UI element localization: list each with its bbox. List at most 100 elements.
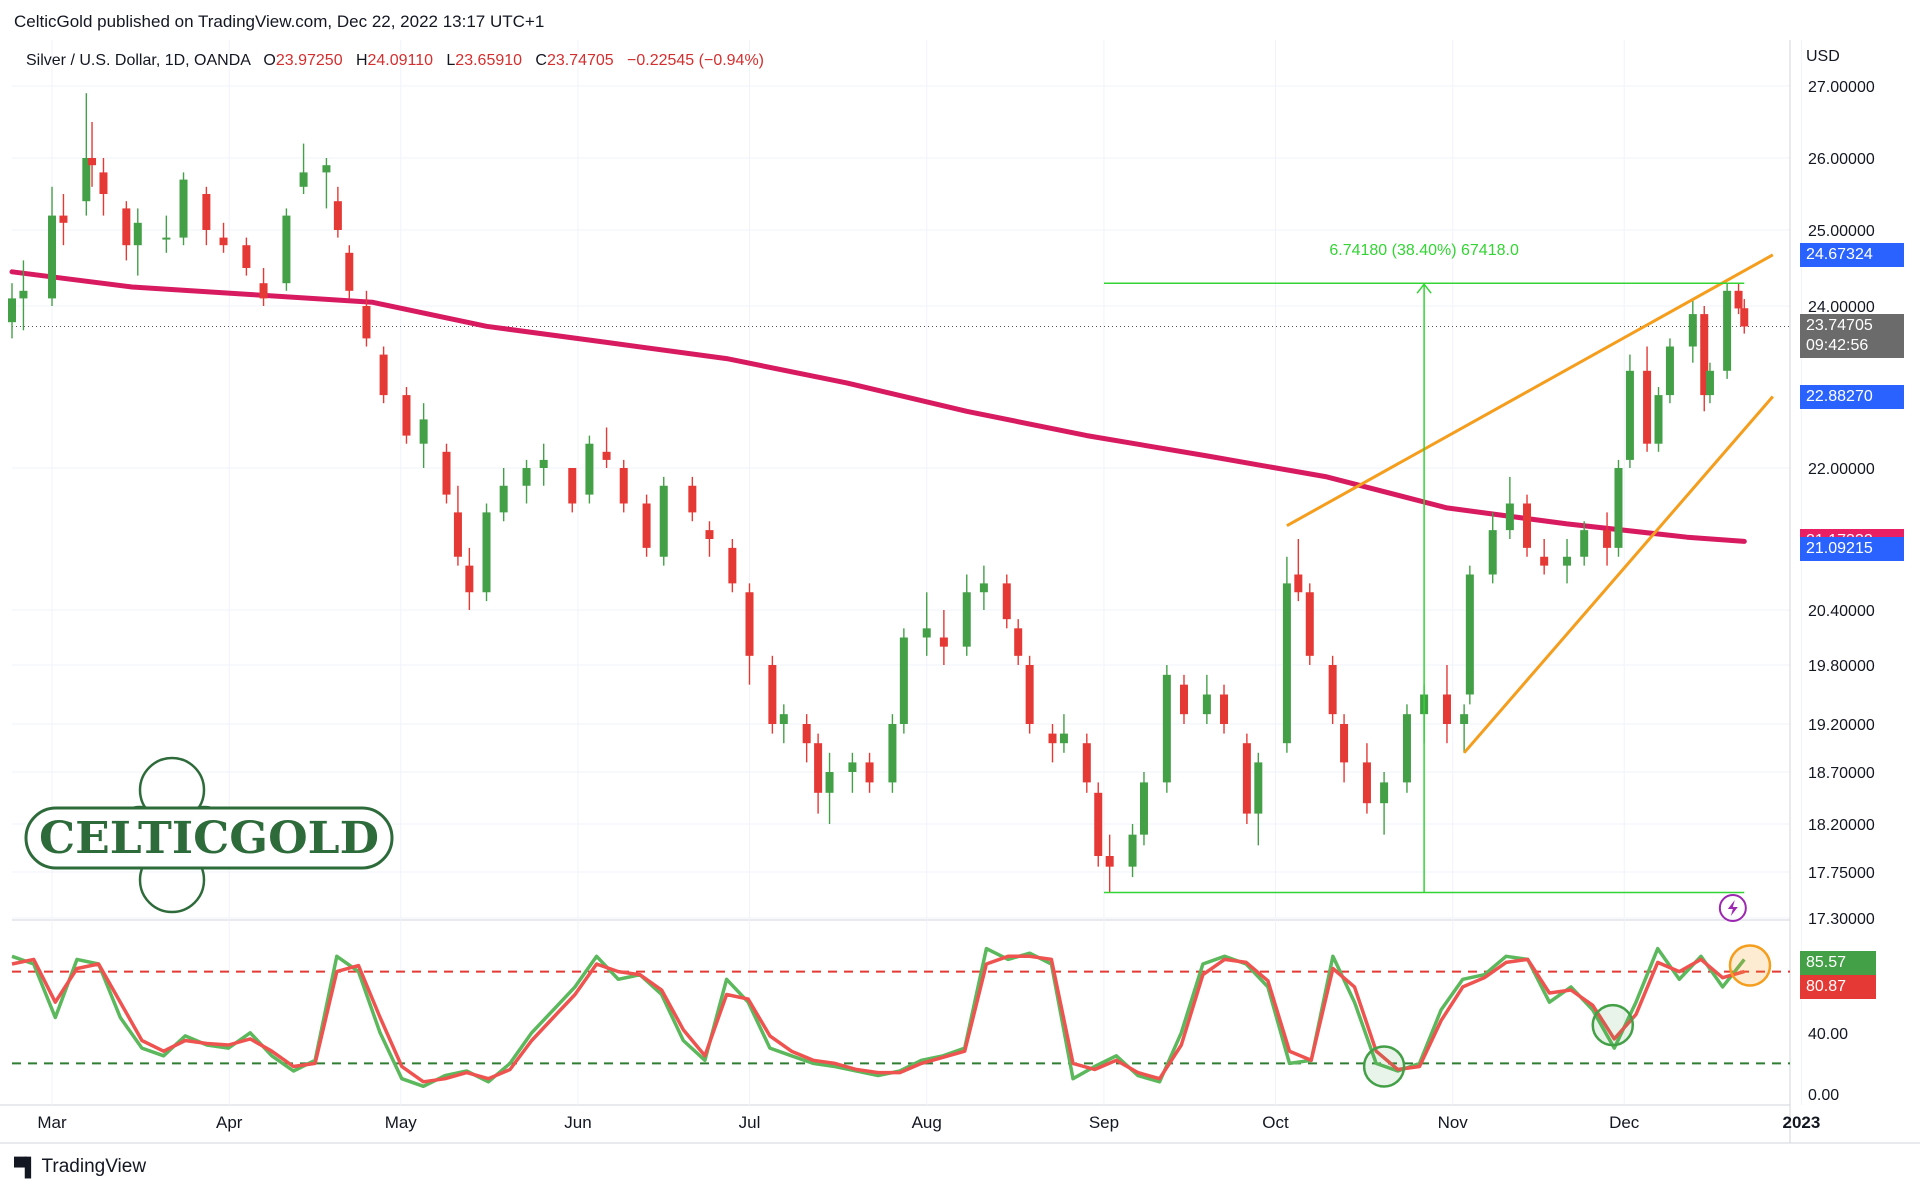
candle-body [768, 665, 777, 724]
price-tag: 22.88270 [1800, 384, 1904, 409]
candle-body [1162, 674, 1171, 783]
candle-body [162, 237, 171, 240]
candle-body [82, 158, 91, 202]
candle-body [779, 714, 788, 724]
price-axis-tick: 27.00000 [1808, 79, 1875, 96]
ma-200-line [9, 269, 1747, 544]
price-axis-tick: 17.75000 [1808, 865, 1875, 882]
overbought-signal-circle [1728, 944, 1772, 987]
candle-body [899, 637, 908, 724]
candle-body [1540, 556, 1549, 566]
candle-body [1242, 743, 1251, 814]
candle-body [865, 762, 874, 783]
stoch-k-line [11, 946, 1746, 1089]
osc-value-tag: 85.57 [1800, 951, 1876, 976]
candle-body [848, 762, 857, 772]
candle-body [1705, 370, 1714, 396]
candle-body [1460, 714, 1469, 724]
grid-lines [0, 40, 1920, 1144]
stoch-d-line [11, 954, 1745, 1084]
tradingview-footer[interactable]: ▀▌ TradingView [14, 1156, 146, 1178]
candle-body [333, 201, 342, 230]
candle-body [1014, 628, 1023, 656]
candle-body [88, 158, 97, 166]
time-axis-label: Sep [1089, 1113, 1119, 1132]
price-axis-tick: 26.00000 [1808, 151, 1875, 168]
annotations: 6.74180 (38.40%) 67418.0 CELTICGOLD [24, 242, 1774, 922]
candle-body [379, 354, 388, 396]
candle-body [705, 530, 714, 539]
time-axis-label: Dec [1609, 1113, 1640, 1132]
time-axis-label: Aug [912, 1113, 942, 1132]
price-axis-tick: 19.80000 [1808, 658, 1875, 675]
candle-body [979, 583, 988, 593]
candle-body [453, 512, 462, 557]
low-label: L [446, 52, 456, 69]
candle-body [1025, 665, 1034, 724]
candle-body [1665, 346, 1674, 396]
celticgold-logo: CELTICGOLD [24, 756, 394, 914]
candle-body [1179, 684, 1188, 715]
candle-body [259, 283, 268, 299]
lightning-bolt-icon [1727, 900, 1738, 916]
candle-body [1700, 314, 1709, 396]
candle-body [1505, 503, 1514, 531]
published-header: CelticGold published on TradingView.com,… [14, 12, 545, 31]
candle-body [728, 547, 737, 584]
candle-body [585, 443, 594, 495]
candle-body [1220, 694, 1229, 724]
candle-body [962, 592, 971, 647]
candle-body [568, 468, 577, 504]
candle-body [1603, 530, 1612, 548]
price-tag: 24.67324 [1800, 242, 1904, 267]
candle-body [1128, 834, 1137, 867]
candle-body [48, 215, 57, 299]
price-axis-tick: 22.00000 [1808, 461, 1875, 478]
time-axis-label: Mar [37, 1113, 67, 1132]
open-label: O [263, 52, 276, 69]
candle-body [888, 724, 897, 783]
price-axis-tick: 20.40000 [1808, 603, 1875, 620]
candle-body [322, 165, 331, 173]
moving-average-line [9, 269, 1747, 544]
high-label: H [355, 52, 368, 69]
candle-body [1282, 583, 1291, 744]
candle-body [619, 468, 628, 504]
candle-body [539, 459, 548, 468]
wedge-lower-line [1462, 395, 1774, 754]
lightning-event-icon [1718, 894, 1747, 922]
candle-body [1340, 724, 1349, 763]
candle-body [1082, 743, 1091, 783]
candle-body [202, 194, 211, 230]
candle-body [1380, 782, 1389, 804]
candle-body [442, 451, 451, 495]
symbol-legend[interactable]: Silver / U.S. Dollar, 1D, OANDA O23.9725… [26, 52, 764, 70]
measure-arrow-head-icon [1416, 282, 1432, 294]
time-axis-label: Jul [739, 1113, 761, 1132]
candle-body [242, 245, 251, 268]
candle-body [1614, 468, 1623, 548]
close-label: C [535, 52, 547, 69]
candle-body [362, 306, 371, 339]
candle-body [1625, 370, 1634, 460]
candle-body [1643, 370, 1652, 444]
candle-body [939, 637, 948, 647]
candle-body [922, 628, 931, 638]
candle-body [419, 419, 428, 444]
candle-body [499, 485, 508, 513]
candle-body [99, 172, 108, 194]
candle-body [602, 451, 611, 460]
stochastic-oscillator [11, 944, 1790, 1089]
price-axis-tick: 17.30000 [1808, 911, 1875, 928]
candle-body [19, 290, 28, 299]
time-axis-label: Nov [1438, 1113, 1469, 1132]
open-value: 23.97250 [275, 52, 343, 69]
candle-body [482, 512, 491, 593]
price-tag: 21.09215 [1800, 536, 1904, 561]
candle-body [219, 237, 228, 246]
price-axis-tick: 19.20000 [1808, 717, 1875, 734]
high-value: 24.09110 [367, 52, 434, 69]
candle-body [465, 565, 474, 593]
low-value: 23.65910 [455, 52, 523, 69]
